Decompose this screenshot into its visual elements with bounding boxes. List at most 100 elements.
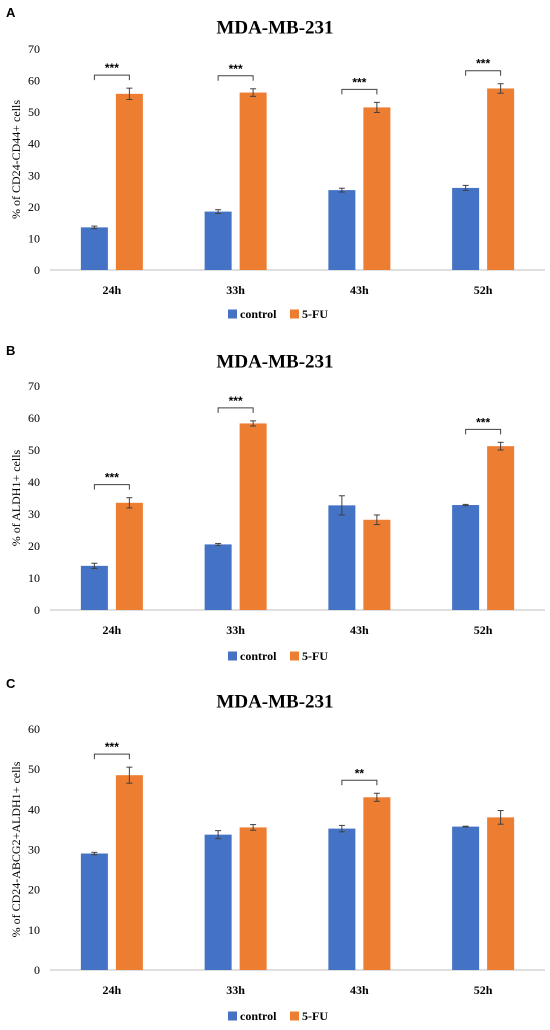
y-tick-label: 30: [28, 168, 40, 182]
legend: control 5-FU: [228, 307, 328, 321]
bar-5fu-24h: [115, 93, 143, 271]
chart-title: MDA-MB-231: [216, 18, 333, 39]
bar-control-43h: [328, 190, 356, 270]
legend-swatch-control: [228, 1011, 237, 1021]
y-tick-label: 20: [28, 883, 40, 897]
bars: [80, 766, 515, 970]
significance-stars: ***: [229, 394, 243, 408]
error-bar: [462, 825, 469, 828]
bar-control-33h: [204, 544, 232, 610]
legend-swatch-5fu: [290, 651, 299, 661]
y-tick-label: 50: [28, 443, 40, 457]
bar-control-52h: [452, 187, 480, 270]
x-tick-label: 52h: [474, 283, 493, 297]
x-tick-label: 24h: [103, 623, 122, 637]
y-tick-label: 10: [28, 231, 40, 245]
error-bar: [215, 542, 222, 546]
y-axis-ticks: 0 10 20 30 40 50 60 70: [28, 379, 40, 617]
significance-marker: **: [341, 766, 378, 786]
significance-stars: ***: [476, 415, 490, 429]
error-bar: [338, 187, 345, 193]
error-bar: [250, 88, 257, 97]
y-axis-ticks: 0 10 20 30 40 50 60: [28, 722, 40, 977]
error-bar: [250, 420, 257, 427]
bar-5fu-33h: [239, 423, 267, 610]
bar-5fu-43h: [363, 519, 391, 610]
significance-marker: ***: [93, 471, 130, 490]
legend-swatch-control: [228, 309, 237, 319]
legend-swatch-control: [228, 651, 237, 661]
x-tick-label: 52h: [474, 623, 493, 637]
y-axis-label: % of CD24-ABCG2+ALDH1+ cells: [9, 761, 23, 937]
error-bar: [373, 514, 380, 526]
bar-5fu-33h: [239, 92, 267, 270]
y-tick-label: 70: [28, 379, 40, 393]
bars: [80, 420, 515, 610]
significance-bracket: [93, 753, 130, 760]
significance-stars: ***: [352, 75, 366, 89]
error-bar: [373, 101, 380, 113]
chart-panel-a: A MDA-MB-231 0 10 20 30 40 50 60 70 % of CD24-CD44…: [6, 5, 545, 321]
error-bar: [91, 562, 98, 569]
error-bar: [91, 851, 98, 856]
bar-control-24h: [80, 565, 108, 610]
bar-control-24h: [80, 227, 108, 270]
error-bar: [338, 495, 345, 516]
y-tick-label: 40: [28, 475, 40, 489]
x-tick-label: 43h: [350, 623, 369, 637]
legend-label: 5-FU: [302, 1009, 328, 1023]
error-bar: [91, 225, 98, 230]
legend-label: 5-FU: [302, 307, 328, 321]
significance-marker: ***: [465, 415, 502, 435]
legend: control 5-FU: [228, 649, 328, 663]
x-tick-label: 33h: [226, 983, 245, 997]
significance-bracket: [217, 407, 254, 413]
bar-control-43h: [328, 505, 356, 610]
bar-control-33h: [204, 211, 232, 270]
error-bar: [462, 184, 469, 191]
bar-5fu-52h: [487, 88, 515, 270]
significance-bracket: [217, 75, 254, 81]
error-bar: [497, 441, 504, 451]
bar-control-24h: [80, 853, 108, 970]
significance-marker: ***: [465, 57, 502, 76]
significance-bracket: [465, 70, 502, 76]
panel-letter: B: [6, 343, 15, 358]
bars: [80, 83, 515, 271]
significance-bracket: [341, 88, 378, 95]
significance-stars: ***: [229, 62, 243, 76]
significance-marker: ***: [93, 740, 130, 760]
x-tick-label: 52h: [474, 983, 493, 997]
y-tick-label: 40: [28, 802, 40, 816]
significance-bracket: [465, 428, 502, 435]
panel-letter: A: [6, 5, 16, 20]
y-tick-label: 30: [28, 507, 40, 521]
error-bar: [126, 497, 133, 509]
y-tick-label: 30: [28, 843, 40, 857]
legend-label: control: [240, 649, 277, 663]
error-bar: [497, 83, 504, 94]
legend-label: 5-FU: [302, 649, 328, 663]
significance-stars: ***: [476, 57, 490, 71]
y-tick-label: 40: [28, 137, 40, 151]
x-tick-label: 33h: [226, 283, 245, 297]
y-tick-label: 20: [28, 200, 40, 214]
legend-swatch-5fu: [290, 1011, 299, 1021]
legend: control 5-FU: [228, 1009, 328, 1023]
bar-5fu-52h: [487, 446, 515, 610]
chart-panel-c: C MDA-MB-231 0 10 20 30 40 50 60 % of CD24-ABCG2+…: [6, 676, 545, 1023]
legend-label: control: [240, 1009, 277, 1023]
y-tick-label: 60: [28, 411, 40, 425]
significance-stars: ***: [105, 471, 119, 485]
y-axis-label: % of ALDH1+ cells: [9, 449, 23, 546]
y-axis-ticks: 0 10 20 30 40 50 60 70: [28, 42, 40, 277]
bar-5fu-52h: [487, 817, 515, 970]
y-tick-label: 20: [28, 539, 40, 553]
significance-bracket: [93, 74, 130, 81]
bar-5fu-24h: [115, 502, 143, 610]
error-bar: [215, 209, 222, 214]
y-tick-label: 10: [28, 923, 40, 937]
error-bar: [215, 830, 222, 840]
y-tick-label: 60: [28, 722, 40, 736]
